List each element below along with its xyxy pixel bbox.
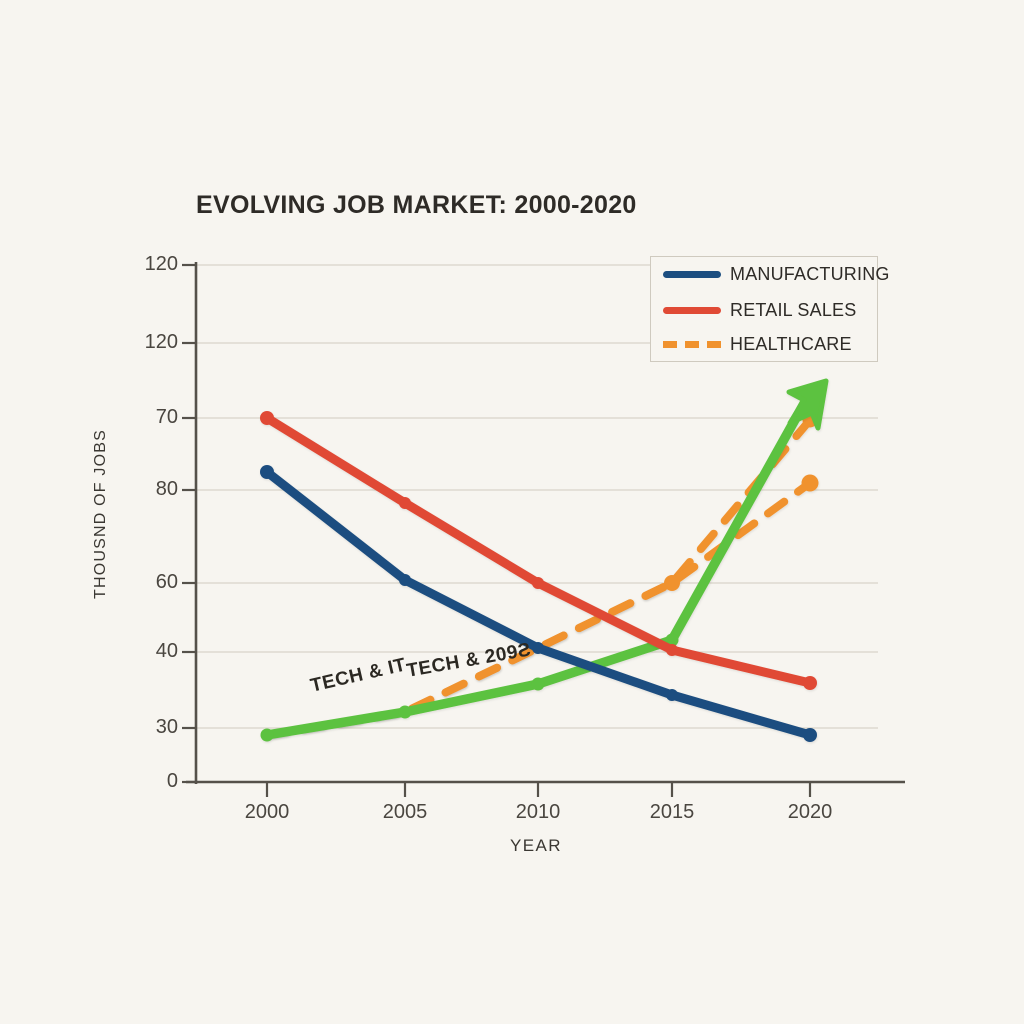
y-tick-label-3: 80	[155, 478, 178, 500]
x-axis-title: YEAR	[0, 836, 1024, 856]
legend: MANUFACTURING RETAIL SALES HEALTHCARE	[650, 256, 889, 362]
legend-swatch-manufacturing-icon	[663, 257, 721, 291]
y-tick-label-2: 70	[155, 406, 178, 428]
axis-lines	[186, 262, 905, 784]
legend-swatch-healthcare-icon	[663, 327, 721, 361]
page-title: EVOLVING JOB MARKET: 2000-2020	[196, 191, 637, 219]
legend-item-manufacturing[interactable]: MANUFACTURING	[651, 257, 889, 291]
y-tick-label-6: 30	[155, 716, 178, 738]
legend-label-retail-sales: RETAIL SALES	[730, 299, 857, 320]
x-tick-label-1: 2005	[382, 801, 428, 823]
axis-ticks	[182, 263, 812, 797]
series-tech-it	[260, 378, 829, 742]
legend-item-healthcare[interactable]: HEALTHCARE	[651, 327, 879, 361]
y-tick-label-0: 120	[144, 253, 178, 275]
y-tick-label-4: 60	[155, 571, 178, 593]
legend-item-retail-sales[interactable]: RETAIL SALES	[651, 293, 879, 327]
x-tick-label-3: 2015	[649, 801, 695, 823]
legend-swatch-retail-sales-icon	[663, 293, 721, 327]
y-tick-label-1: 120	[144, 331, 178, 353]
y-tick-label-7: 0	[166, 770, 178, 792]
x-tick-label-4: 2020	[787, 801, 833, 823]
legend-label-healthcare: HEALTHCARE	[730, 333, 852, 354]
legend-label-manufacturing: MANUFACTURING	[730, 263, 890, 284]
series-manufacturing	[260, 465, 817, 742]
x-tick-label-2: 2010	[515, 801, 561, 823]
series-retail-sales	[260, 411, 817, 690]
y-tick-label-5: 40	[155, 640, 178, 662]
x-axis-title-text: YEAR	[510, 836, 562, 855]
y-axis-title: THOUSND OF JOBS	[92, 429, 109, 600]
x-tick-label-0: 2000	[244, 801, 290, 823]
